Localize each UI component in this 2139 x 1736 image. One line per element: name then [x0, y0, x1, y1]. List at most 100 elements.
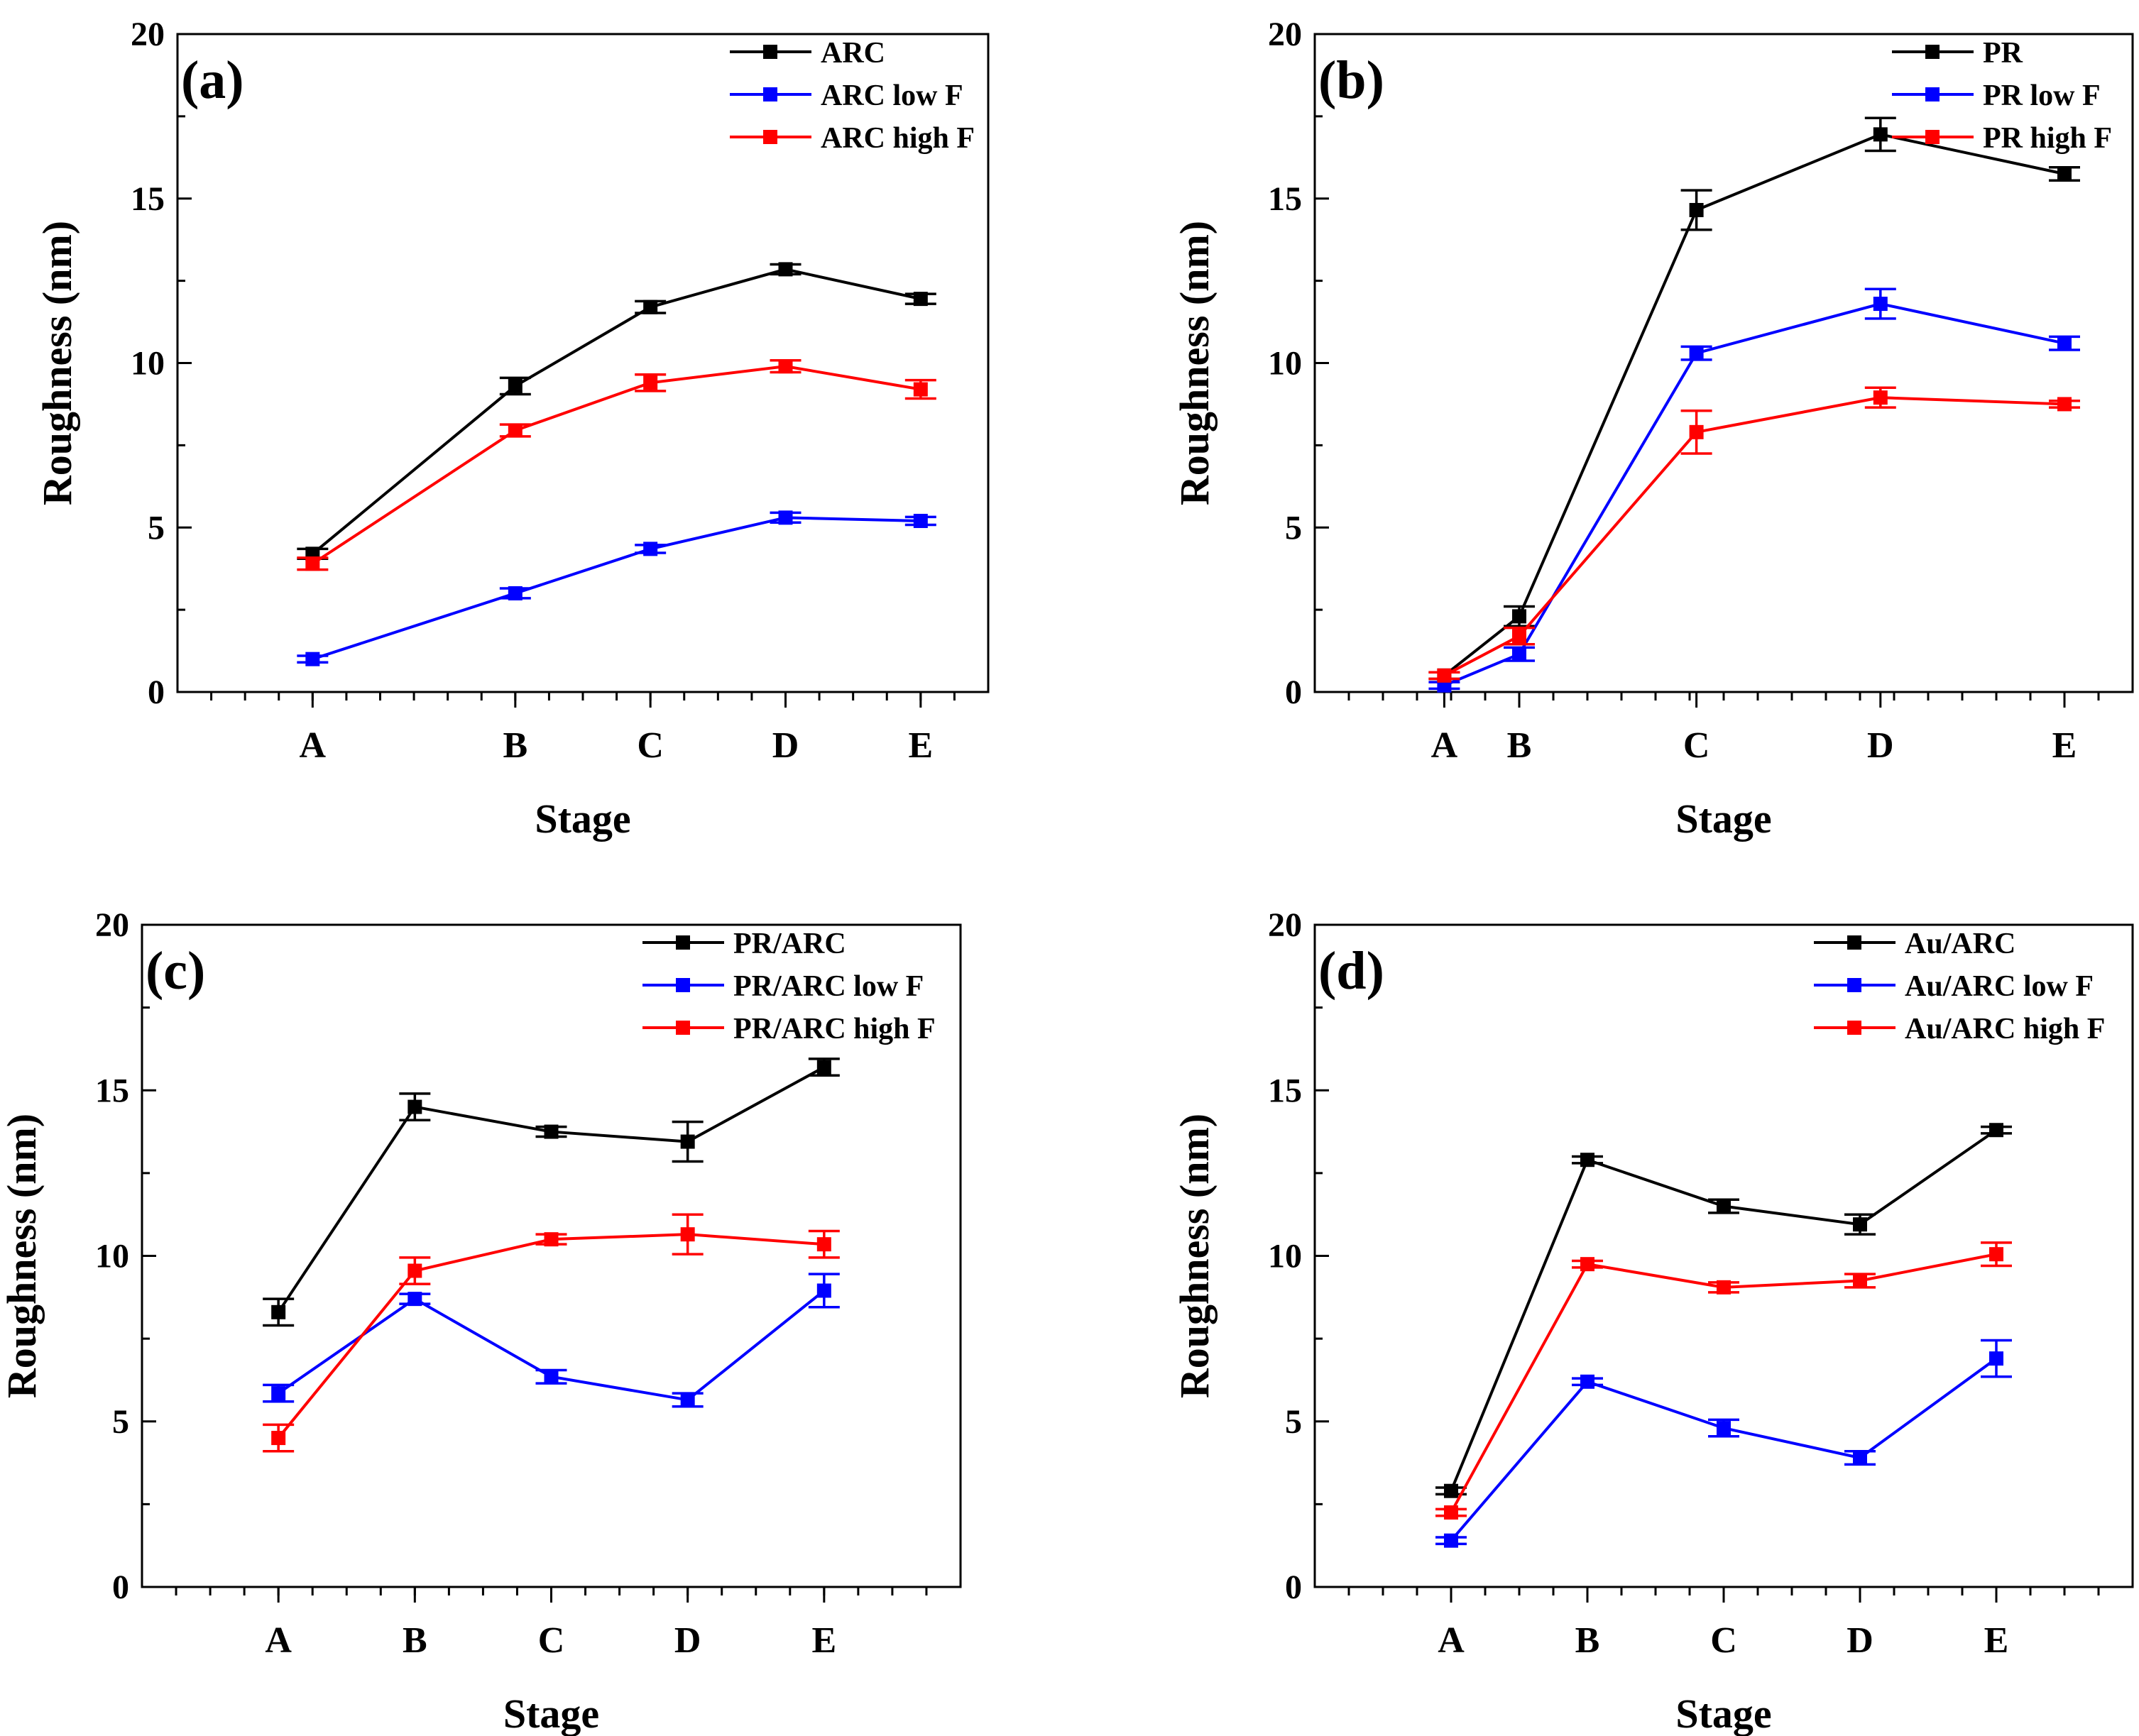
data-point [1989, 1351, 2003, 1366]
x-tick-label: C [1683, 725, 1710, 766]
series-line [277, 1233, 824, 1439]
series-line [277, 1065, 825, 1313]
data-point [680, 1227, 695, 1242]
data-point [305, 556, 320, 571]
y-tick-label: 5 [148, 509, 165, 546]
legend-entry: PR/ARC high F [642, 1013, 936, 1045]
y-tick-label: 10 [1268, 345, 1302, 383]
legend-marker [676, 935, 690, 950]
legend-label: Au/ARC low F [1905, 970, 2094, 1003]
y-tick-label: 0 [1285, 1569, 1302, 1606]
legend-entry: Au/ARC low F [1814, 970, 2094, 1003]
legend-label: PR/ARC high F [733, 1013, 936, 1045]
x-tick-label: C [637, 725, 664, 766]
chart-panel-2: 0 5 10 15 20 A B C D E Stage Roughness (nm) (b) PR PR … [1171, 16, 2134, 842]
x-tick-label: E [811, 1620, 836, 1661]
series-3 [297, 359, 936, 571]
data-point [778, 359, 793, 374]
series-1 [1428, 116, 2080, 683]
legend-entry: PR/ARC low F [642, 970, 924, 1003]
x-tick-label: A [265, 1620, 292, 1661]
legend-label: PR/ARC [733, 928, 846, 960]
series-line [312, 268, 921, 555]
legend-entry: ARC high F [730, 122, 975, 155]
legend-marker [1847, 978, 1861, 992]
y-tick-label: 0 [1285, 674, 1302, 711]
x-tick-label: A [300, 725, 327, 766]
data-point [1717, 1280, 1731, 1295]
y-tick-label: 5 [1285, 1403, 1302, 1441]
series-2 [1428, 287, 2080, 693]
legend-label: Au/ARC [1905, 928, 2015, 960]
y-tick-label: 10 [1268, 1238, 1302, 1275]
data-point [643, 542, 658, 556]
legend-entry: Au/ARC high F [1814, 1013, 2105, 1045]
data-point [778, 262, 793, 277]
chart-panel-4: 0 5 10 15 20 A B C D E Stage Roughness (nm) (d) Au/AR… [1171, 906, 2134, 1736]
legend-entry: PR/ARC [642, 928, 846, 960]
data-point [2057, 336, 2072, 351]
y-tick-label: 15 [1268, 1072, 1302, 1109]
y-tick-label: 20 [131, 16, 165, 53]
x-tick-label: E [1984, 1620, 2009, 1661]
series-3 [263, 1213, 840, 1453]
data-point [271, 1304, 286, 1319]
data-point [913, 292, 928, 307]
y-axis-label: Roughness (nm) [1171, 1114, 1218, 1398]
legend: PR/ARC PR/ARC low F PR/ARC high F [642, 928, 936, 1045]
data-point [1512, 609, 1526, 624]
x-tick-label: D [772, 725, 799, 766]
y-tick-label: 0 [148, 674, 165, 711]
series-1 [297, 262, 936, 561]
y-tick-label: 20 [95, 906, 129, 944]
series-line [1443, 396, 2065, 677]
legend-entry: ARC low F [730, 79, 963, 112]
data-point [1689, 202, 1704, 217]
x-tick-label: E [2052, 725, 2077, 766]
chart-panel-3: 0 5 10 15 20 A B C D E Stage Roughness (nm) (c) PR/AR… [0, 906, 962, 1736]
panel-label: (b) [1318, 50, 1384, 110]
x-tick-label: E [908, 725, 933, 766]
y-tick-label: 5 [112, 1403, 129, 1441]
data-point [816, 1283, 831, 1298]
panel-label: (d) [1318, 941, 1384, 1001]
x-tick-label: D [1847, 1620, 1873, 1661]
panel-label: (a) [181, 50, 244, 110]
legend-marker [763, 130, 777, 144]
x-tick-label: B [1507, 725, 1532, 766]
data-point [1444, 1483, 1458, 1498]
data-point [1717, 1199, 1731, 1214]
x-tick-label: C [538, 1620, 565, 1661]
data-point [2057, 397, 2072, 412]
data-point [508, 378, 523, 393]
data-point [1989, 1247, 2003, 1262]
legend-marker [1847, 935, 1861, 950]
x-tick-label: A [1431, 725, 1458, 766]
data-point [1853, 1273, 1867, 1288]
legend-marker [676, 1021, 690, 1035]
data-point [1853, 1217, 1867, 1232]
data-point [305, 652, 320, 666]
series-line [1450, 1357, 1998, 1542]
x-axis-label: Stage [1675, 796, 1771, 842]
data-point [1689, 424, 1704, 439]
data-point [1989, 1123, 2003, 1138]
y-tick-label: 5 [1285, 509, 1302, 546]
x-tick-label: A [1438, 1620, 1465, 1661]
data-point [271, 1386, 286, 1401]
series-line [312, 516, 921, 661]
data-point [1873, 127, 1888, 142]
series-line [1443, 133, 2065, 677]
data-point [1580, 1374, 1594, 1389]
data-point [407, 1263, 422, 1278]
data-point [1437, 668, 1452, 683]
legend-marker [763, 87, 777, 101]
data-point [544, 1232, 559, 1247]
legend-label: PR/ARC low F [733, 970, 924, 1003]
legend-entry: PR [1892, 37, 2023, 70]
series-1 [263, 1057, 840, 1327]
series-line [312, 365, 921, 565]
legend-entry: Au/ARC [1814, 928, 2015, 960]
x-tick-label: D [1867, 725, 1894, 766]
